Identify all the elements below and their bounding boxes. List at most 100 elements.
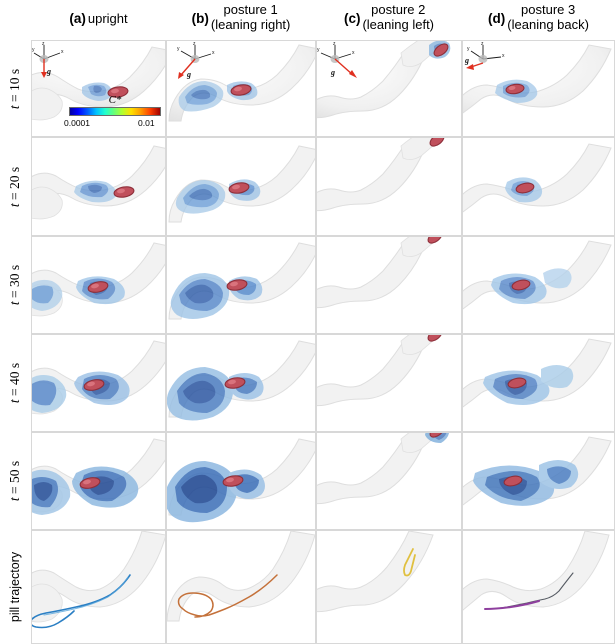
pill-capsule — [503, 475, 523, 487]
pill-capsule — [87, 281, 109, 293]
gravity-label: g — [46, 67, 51, 76]
panel-c-t20 — [316, 137, 462, 236]
axis-label-z: z — [481, 41, 484, 47]
organ-geometry — [317, 433, 441, 505]
panel-d-t40 — [462, 334, 615, 432]
panel-b-t30 — [166, 236, 316, 334]
pill-capsule — [427, 237, 443, 244]
concentration-plume — [74, 180, 117, 203]
panel-d-trajectory — [462, 530, 615, 644]
pill-capsule — [515, 182, 535, 194]
gravity-label: g — [186, 70, 191, 79]
pill-capsule — [230, 84, 252, 96]
panel-a-t10: y x z g C* 0.0001 0.01 — [31, 40, 166, 137]
panel-d-t50 — [462, 432, 615, 530]
gravity-label: g — [464, 56, 469, 65]
pill-capsule — [228, 182, 250, 194]
panel-c-t50 — [316, 432, 462, 530]
organ-geometry — [463, 143, 612, 213]
organ-geometry — [463, 531, 610, 611]
axis-label-x: x — [212, 50, 215, 56]
organ-geometry — [32, 46, 165, 121]
trajectory-path-d — [484, 572, 574, 610]
row-label-t30: t = 30 s — [7, 264, 23, 306]
pill-capsule — [429, 433, 445, 438]
pill-capsule — [433, 43, 449, 57]
pill-capsule — [226, 279, 248, 291]
concentration-plume — [167, 367, 264, 421]
axis-label-y: y — [317, 47, 320, 53]
concentration-plume — [178, 81, 258, 112]
pill-capsule — [507, 377, 527, 389]
panel-c-trajectory — [316, 530, 462, 644]
column-tag-c: (c) — [343, 11, 361, 26]
row-label-pill-trajectory: pill trajectory — [8, 551, 23, 623]
row-label-t40: t = 40 s — [7, 362, 23, 404]
trajectory-path-a — [32, 574, 131, 629]
organ-geometry — [317, 335, 441, 407]
organ-geometry — [167, 531, 315, 622]
pill-capsule — [427, 335, 443, 342]
axis-label-x: x — [352, 50, 355, 56]
axis-label-y: y — [467, 46, 470, 52]
organ-geometry — [317, 237, 441, 309]
panel-a-t30 — [31, 236, 166, 334]
row-label-t10: t = 10 s — [7, 68, 23, 109]
panel-d-t20 — [462, 137, 615, 236]
concentration-plume — [167, 461, 265, 523]
column-header-row: (a) upright (b) posture 1 (leaning right… — [31, 0, 615, 40]
panel-a-t50 — [31, 432, 166, 530]
column-header-c: (c) posture 2 (leaning left) — [316, 0, 462, 40]
axes-triad: y x z g — [317, 41, 357, 78]
concentration-plume — [32, 371, 130, 413]
pill-capsule — [224, 377, 246, 389]
concentration-plume — [473, 460, 579, 506]
axis-label-z: z — [42, 41, 45, 47]
axis-label-x: x — [502, 53, 505, 59]
concentration-plume — [82, 82, 112, 101]
column-header-d: (d) posture 3 (leaning back) — [462, 0, 615, 40]
pill-capsule — [429, 138, 445, 147]
axes-triad: y x z g — [464, 41, 505, 70]
panel-b-t20 — [166, 137, 316, 236]
row-label-t50: t = 50 s — [7, 460, 23, 502]
pill-capsule — [222, 475, 244, 487]
panel-d-t10: y x z g — [462, 40, 615, 137]
organ-geometry — [317, 138, 443, 212]
panel-b-trajectory — [166, 530, 316, 644]
concentration-plume — [170, 273, 263, 319]
panel-b-t50 — [166, 432, 316, 530]
column-title-b: posture 1 (leaning right) — [210, 2, 291, 32]
column-header-b: (b) posture 1 (leaning right) — [166, 0, 316, 40]
panel-c-t40 — [316, 334, 462, 432]
organ-geometry — [317, 531, 434, 613]
column-tag-d: (d) — [488, 11, 506, 26]
column-title-a: upright — [87, 11, 128, 26]
axes-triad: y x z g — [32, 41, 64, 78]
pill-capsule — [113, 186, 135, 198]
panel-a-t20 — [31, 137, 166, 236]
column-header-a: (a) upright — [31, 0, 166, 40]
pill-capsule — [79, 477, 101, 489]
panel-b-t40 — [166, 334, 316, 432]
column-title-c: posture 2 (leaning left) — [362, 2, 435, 32]
panel-c-t10: y x z g — [316, 40, 462, 137]
column-tag-a: (a) — [69, 11, 86, 26]
axis-label-z: z — [333, 41, 336, 47]
axis-label-z: z — [193, 41, 196, 47]
concentration-plume — [32, 466, 139, 515]
panel-a-trajectory — [31, 530, 166, 644]
axes-triad: y x z g — [177, 41, 215, 79]
pill-capsule — [83, 379, 105, 391]
gravity-label: g — [330, 68, 335, 77]
pill-capsule — [505, 83, 525, 95]
column-title-d: posture 3 (leaning back) — [507, 2, 589, 32]
panel-b-t10: y x z g — [166, 40, 316, 137]
column-tag-b: (b) — [191, 11, 209, 26]
organ-geometry — [32, 531, 165, 623]
pill-capsule — [511, 279, 531, 291]
panel-d-t30 — [462, 236, 615, 334]
axis-label-y: y — [32, 47, 35, 53]
trajectory-path-b — [177, 574, 278, 618]
